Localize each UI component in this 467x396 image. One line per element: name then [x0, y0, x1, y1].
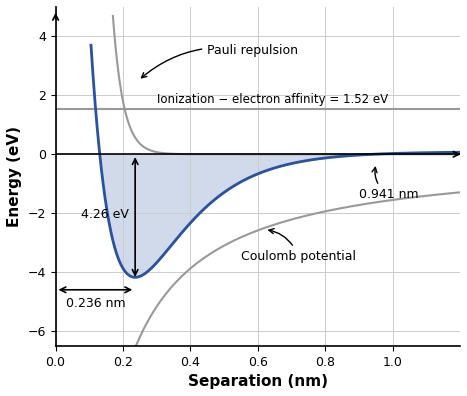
Y-axis label: Energy (eV): Energy (eV): [7, 126, 22, 227]
Text: 0.941 nm: 0.941 nm: [359, 168, 418, 202]
Text: Ionization − electron affinity = 1.52 eV: Ionization − electron affinity = 1.52 eV: [157, 93, 388, 106]
X-axis label: Separation (nm): Separation (nm): [188, 374, 328, 389]
Text: Coulomb potential: Coulomb potential: [241, 228, 356, 263]
Text: Pauli repulsion: Pauli repulsion: [142, 44, 298, 78]
Text: 0.236 nm: 0.236 nm: [65, 297, 125, 310]
Text: 4.26 eV: 4.26 eV: [80, 208, 128, 221]
